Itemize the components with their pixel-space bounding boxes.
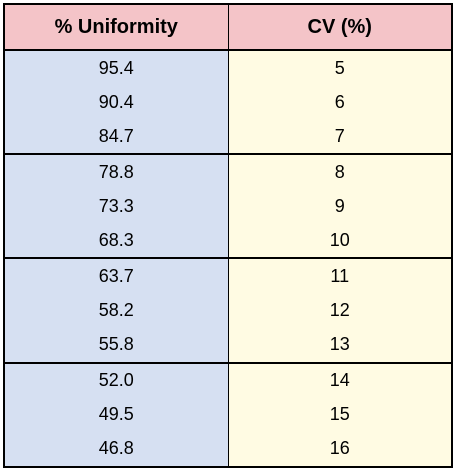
uniformity-cell: 55.8	[5, 327, 229, 364]
uniformity-cv-table-container: % Uniformity CV (%) 95.4 5 90.4 6 84.7 7…	[3, 3, 453, 468]
table-row: 58.2 12	[5, 293, 451, 328]
uniformity-cell: 84.7	[5, 119, 229, 156]
table-row: 52.0 14	[5, 362, 451, 398]
table-row: 95.4 5	[5, 50, 451, 86]
uniformity-column-header: % Uniformity	[5, 5, 229, 51]
uniformity-cell: 49.5	[5, 397, 229, 432]
table-row: 78.8 8	[5, 154, 451, 190]
table-row: 68.3 10	[5, 223, 451, 260]
cv-cell: 16	[228, 431, 451, 466]
uniformity-cv-table: % Uniformity CV (%) 95.4 5 90.4 6 84.7 7…	[5, 5, 451, 466]
uniformity-cell: 68.3	[5, 223, 229, 260]
cv-cell: 13	[228, 327, 451, 364]
table-row: 84.7 7	[5, 119, 451, 156]
cv-cell: 6	[228, 85, 451, 120]
cv-cell: 7	[228, 119, 451, 156]
cv-cell: 11	[228, 258, 451, 294]
table-row: 55.8 13	[5, 327, 451, 364]
uniformity-cell: 95.4	[5, 50, 229, 86]
cv-cell: 10	[228, 223, 451, 260]
cv-cell: 5	[228, 50, 451, 86]
cv-cell: 12	[228, 293, 451, 328]
uniformity-cell: 46.8	[5, 431, 229, 466]
uniformity-cell: 58.2	[5, 293, 229, 328]
uniformity-cell: 63.7	[5, 258, 229, 294]
table-row: 46.8 16	[5, 431, 451, 466]
uniformity-cell: 90.4	[5, 85, 229, 120]
table-row: 63.7 11	[5, 258, 451, 294]
cv-cell: 8	[228, 154, 451, 190]
table-row: 49.5 15	[5, 397, 451, 432]
uniformity-cell: 52.0	[5, 362, 229, 398]
table-row: 73.3 9	[5, 189, 451, 224]
uniformity-cell: 78.8	[5, 154, 229, 190]
cv-cell: 9	[228, 189, 451, 224]
uniformity-cell: 73.3	[5, 189, 229, 224]
table-row: 90.4 6	[5, 85, 451, 120]
cv-cell: 14	[228, 362, 451, 398]
cv-column-header: CV (%)	[228, 5, 451, 51]
table-header-row: % Uniformity CV (%)	[5, 5, 451, 51]
cv-cell: 15	[228, 397, 451, 432]
